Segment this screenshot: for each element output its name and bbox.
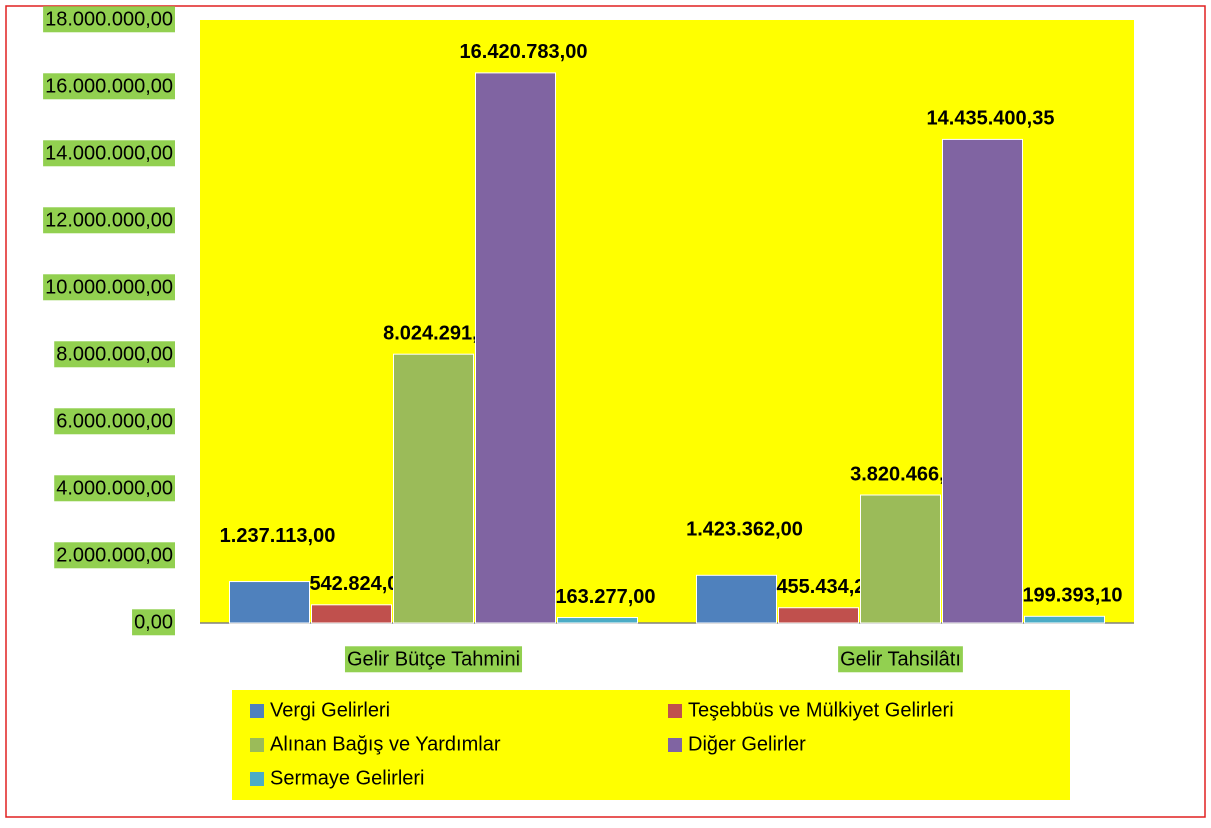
legend-swatch bbox=[250, 772, 264, 786]
legend-swatch bbox=[250, 738, 264, 752]
y-tick-label: 14.000.000,00 bbox=[45, 142, 173, 164]
y-tick-label: 4.000.000,00 bbox=[56, 477, 173, 499]
y-tick-label: 8.000.000,00 bbox=[56, 343, 173, 365]
legend-label: Vergi Gelirleri bbox=[270, 699, 390, 721]
bar bbox=[696, 574, 777, 624]
data-label: 199.393,10 bbox=[1022, 585, 1122, 607]
y-tick-label: 0,00 bbox=[134, 611, 173, 633]
legend-box bbox=[232, 690, 1070, 800]
legend-swatch bbox=[668, 738, 682, 752]
label-background bbox=[132, 609, 175, 636]
label-background bbox=[54, 408, 175, 435]
data-label: 3.820.466,88 bbox=[850, 463, 967, 485]
data-label: 163.277,00 bbox=[555, 586, 655, 608]
data-label: 1.423.362,00 bbox=[686, 519, 803, 541]
label-background bbox=[43, 274, 175, 301]
label-background bbox=[838, 646, 963, 673]
label-background bbox=[43, 140, 175, 167]
y-tick-label: 6.000.000,00 bbox=[56, 410, 173, 432]
data-label: 14.435.400,35 bbox=[927, 108, 1055, 130]
x-tick-label: Gelir Bütçe Tahmini bbox=[347, 648, 520, 670]
bar bbox=[1024, 615, 1105, 624]
bar bbox=[942, 138, 1023, 624]
legend-label: Alınan Bağış ve Yardımlar bbox=[270, 733, 501, 755]
legend-label: Teşebbüs ve Mülkiyet Gelirleri bbox=[688, 699, 954, 721]
bar bbox=[475, 72, 556, 624]
data-label: 8.024.291,00 bbox=[383, 322, 500, 344]
data-label: 16.420.783,00 bbox=[460, 41, 588, 63]
label-background bbox=[54, 475, 175, 502]
x-tick-label: Gelir Tahsilâtı bbox=[840, 648, 961, 670]
data-label: 542.824,00 bbox=[309, 573, 409, 595]
label-background bbox=[54, 542, 175, 569]
label-background bbox=[43, 6, 175, 33]
legend-swatch bbox=[250, 704, 264, 718]
y-tick-label: 12.000.000,00 bbox=[45, 209, 173, 231]
bar bbox=[860, 494, 941, 624]
y-tick-label: 18.000.000,00 bbox=[45, 8, 173, 30]
label-background bbox=[54, 341, 175, 368]
data-label: 455.434,27 bbox=[776, 576, 876, 598]
y-tick-label: 10.000.000,00 bbox=[45, 276, 173, 298]
label-background bbox=[43, 73, 175, 100]
label-background bbox=[43, 207, 175, 234]
legend-label: Diğer Gelirler bbox=[688, 733, 806, 755]
y-tick-label: 2.000.000,00 bbox=[56, 544, 173, 566]
bar bbox=[778, 607, 859, 624]
data-label: 1.237.113,00 bbox=[220, 525, 336, 547]
legend-label: Sermaye Gelirleri bbox=[270, 767, 424, 789]
y-tick-label: 16.000.000,00 bbox=[45, 75, 173, 97]
label-background bbox=[344, 646, 523, 673]
bar bbox=[311, 604, 392, 624]
bar bbox=[557, 617, 638, 624]
bar bbox=[229, 581, 310, 624]
legend-swatch bbox=[668, 704, 682, 718]
bar bbox=[393, 353, 474, 624]
